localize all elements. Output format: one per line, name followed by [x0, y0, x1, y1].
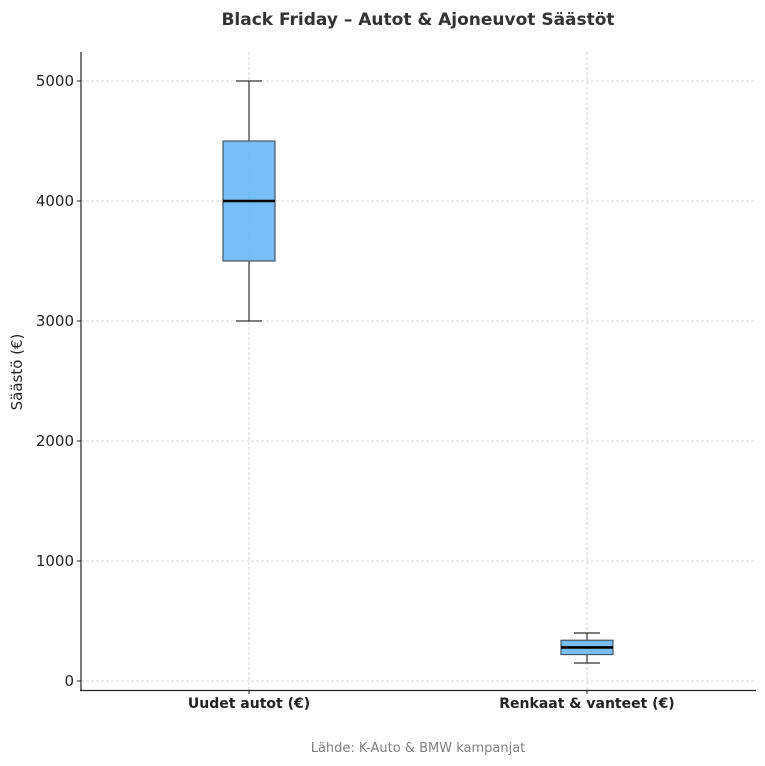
y-tick-label: 1000 [36, 552, 74, 570]
y-tick-label: 0 [64, 672, 74, 690]
x-category-label: Renkaat & vanteet (€) [499, 696, 674, 712]
x-axis-ticks: Uudet autot (€) Renkaat & vanteet (€) [188, 690, 675, 712]
box-uudet-autot [222, 80, 276, 322]
grid-lines [81, 52, 756, 690]
box-renkaat-vanteet [560, 632, 614, 664]
y-tick-label: 5000 [36, 72, 74, 90]
y-axis-ticks: 0 1000 2000 3000 4000 5000 [36, 72, 81, 690]
y-tick-label: 2000 [36, 432, 74, 450]
x-category-label: Uudet autot (€) [188, 696, 310, 712]
y-axis-label: Säästö (€) [8, 334, 26, 411]
y-tick-label: 3000 [36, 312, 74, 330]
y-tick-label: 4000 [36, 192, 74, 210]
box-series [222, 80, 614, 664]
source-annotation: Lähde: K-Auto & BMW kampanjat [311, 741, 526, 756]
chart-title: Black Friday – Autot & Ajoneuvot Säästöt [221, 10, 614, 30]
